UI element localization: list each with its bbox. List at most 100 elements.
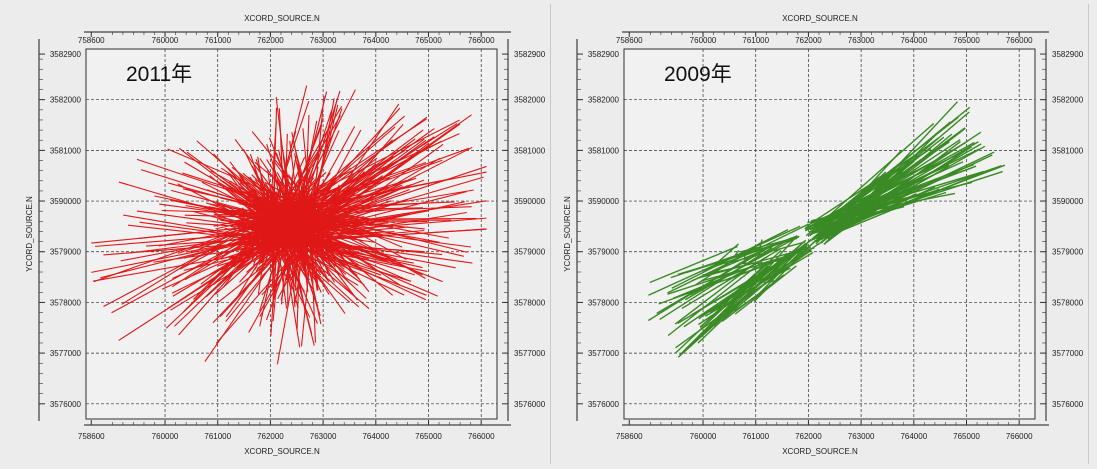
source-line xyxy=(246,175,387,239)
source-line xyxy=(811,153,918,224)
y-tick-label-right: 3590000 xyxy=(1052,197,1084,206)
y-tick-label-left: 3577000 xyxy=(50,349,82,358)
x-tick-label-top: 762000 xyxy=(795,36,822,45)
source-line xyxy=(103,203,298,307)
source-line xyxy=(674,273,760,354)
x-tick-label-top: 765000 xyxy=(415,36,442,45)
x-tick-label-top: 764000 xyxy=(900,36,927,45)
x-tick-label-top: 764000 xyxy=(362,36,389,45)
y-tick-label-right: 3581000 xyxy=(514,146,546,155)
source-lines-group xyxy=(647,101,1006,358)
source-line xyxy=(212,201,455,213)
y-tick-label-right: 3582000 xyxy=(1052,96,1084,105)
source-line xyxy=(757,265,768,275)
x-tick-label-bottom: 766000 xyxy=(468,432,495,441)
y-tick-label-right: 3578000 xyxy=(1052,298,1084,307)
source-line xyxy=(201,181,321,243)
y-axis-title: YCORD_SOURCE.N xyxy=(25,196,34,272)
panel-2009: 758600 758600 760000 760000 761000 761000 7620… xyxy=(552,4,1089,464)
source-line xyxy=(261,215,337,296)
x-tick-label-bottom: 760000 xyxy=(690,432,717,441)
x-axis-title-top: XCORD_SOURCE.N xyxy=(244,14,320,23)
y-tick-label-right: 3582000 xyxy=(514,96,546,105)
source-line xyxy=(769,251,798,282)
source-line xyxy=(648,225,801,296)
source-line xyxy=(259,186,403,248)
y-tick-label-right: 3582900 xyxy=(1052,50,1084,59)
source-line xyxy=(681,256,768,310)
source-line xyxy=(672,268,746,300)
y-tick-label-right: 3582900 xyxy=(514,50,546,59)
source-line xyxy=(724,241,806,265)
source-line xyxy=(294,153,312,232)
source-line xyxy=(741,275,762,288)
y-tick-label-right: 3581000 xyxy=(1052,146,1084,155)
source-line xyxy=(224,161,427,233)
source-line xyxy=(281,200,306,243)
y-tick-label-left: 3581000 xyxy=(50,146,82,155)
y-axis-title: YCORD_SOURCE.N xyxy=(563,196,572,272)
y-tick-label-left: 3579000 xyxy=(50,248,82,257)
x-tick-label-bottom: 758600 xyxy=(616,432,643,441)
source-line xyxy=(690,235,800,296)
source-line xyxy=(140,169,300,220)
source-line xyxy=(255,159,294,275)
source-line xyxy=(179,189,333,270)
source-line xyxy=(734,250,740,256)
y-tick-label-right: 3578000 xyxy=(514,298,546,307)
source-line xyxy=(271,221,274,308)
source-line xyxy=(656,249,766,315)
y-tick-label-left: 3582000 xyxy=(50,96,82,105)
x-tick-label-top: 762000 xyxy=(257,36,284,45)
y-tick-label-left: 3576000 xyxy=(50,400,82,409)
x-tick-label-bottom: 763000 xyxy=(848,432,875,441)
y-tick-label-right: 3576000 xyxy=(514,400,546,409)
y-tick-label-left: 3582000 xyxy=(588,96,620,105)
source-line xyxy=(816,165,943,238)
source-line xyxy=(276,172,329,264)
source-line xyxy=(674,266,751,325)
x-tick-label-bottom: 762000 xyxy=(257,432,284,441)
x-tick-label-bottom: 758600 xyxy=(78,432,105,441)
source-line xyxy=(808,165,977,230)
y-tick-label-left: 3578000 xyxy=(588,298,620,307)
source-line xyxy=(765,235,798,271)
source-line xyxy=(823,172,983,239)
source-line xyxy=(284,109,333,255)
x-tick-label-bottom: 766000 xyxy=(1006,432,1033,441)
y-tick-label-left: 3579000 xyxy=(588,248,620,257)
x-tick-label-bottom: 763000 xyxy=(310,432,337,441)
source-line xyxy=(809,188,940,242)
y-tick-label-left: 3578000 xyxy=(50,298,82,307)
chart-2009: 758600 758600 760000 760000 761000 761000 7620… xyxy=(563,14,1084,456)
x-tick-label-top: 763000 xyxy=(848,36,875,45)
source-line xyxy=(280,185,408,245)
x-tick-label-top: 758600 xyxy=(78,36,105,45)
x-tick-label-bottom: 761000 xyxy=(742,432,769,441)
x-tick-label-bottom: 762000 xyxy=(795,432,822,441)
source-line xyxy=(280,142,307,279)
source-line xyxy=(753,239,817,302)
y-tick-label-right: 3590000 xyxy=(514,197,546,206)
source-line xyxy=(257,174,277,295)
x-tick-label-top: 766000 xyxy=(468,36,495,45)
x-tick-label-top: 760000 xyxy=(152,36,179,45)
y-tick-label-right: 3579000 xyxy=(1052,248,1084,257)
x-tick-label-bottom: 761000 xyxy=(204,432,231,441)
x-tick-label-bottom: 764000 xyxy=(362,432,389,441)
y-tick-label-right: 3577000 xyxy=(514,349,546,358)
x-tick-label-top: 760000 xyxy=(690,36,717,45)
x-tick-label-top: 765000 xyxy=(953,36,980,45)
chart-2011: 758600 758600 760000 760000 761000 761000 7620… xyxy=(25,14,546,456)
x-tick-label-top: 758600 xyxy=(616,36,643,45)
source-line xyxy=(223,204,427,301)
source-line xyxy=(183,228,355,271)
x-axis-title-bottom: XCORD_SOURCE.N xyxy=(244,447,320,456)
source-line xyxy=(763,280,775,284)
source-line xyxy=(695,242,761,286)
x-tick-label-bottom: 765000 xyxy=(953,432,980,441)
panel-2011: 758600 758600 760000 760000 761000 761000 7620… xyxy=(14,4,551,464)
x-tick-label-top: 766000 xyxy=(1006,36,1033,45)
y-tick-label-left: 3582900 xyxy=(50,50,82,59)
